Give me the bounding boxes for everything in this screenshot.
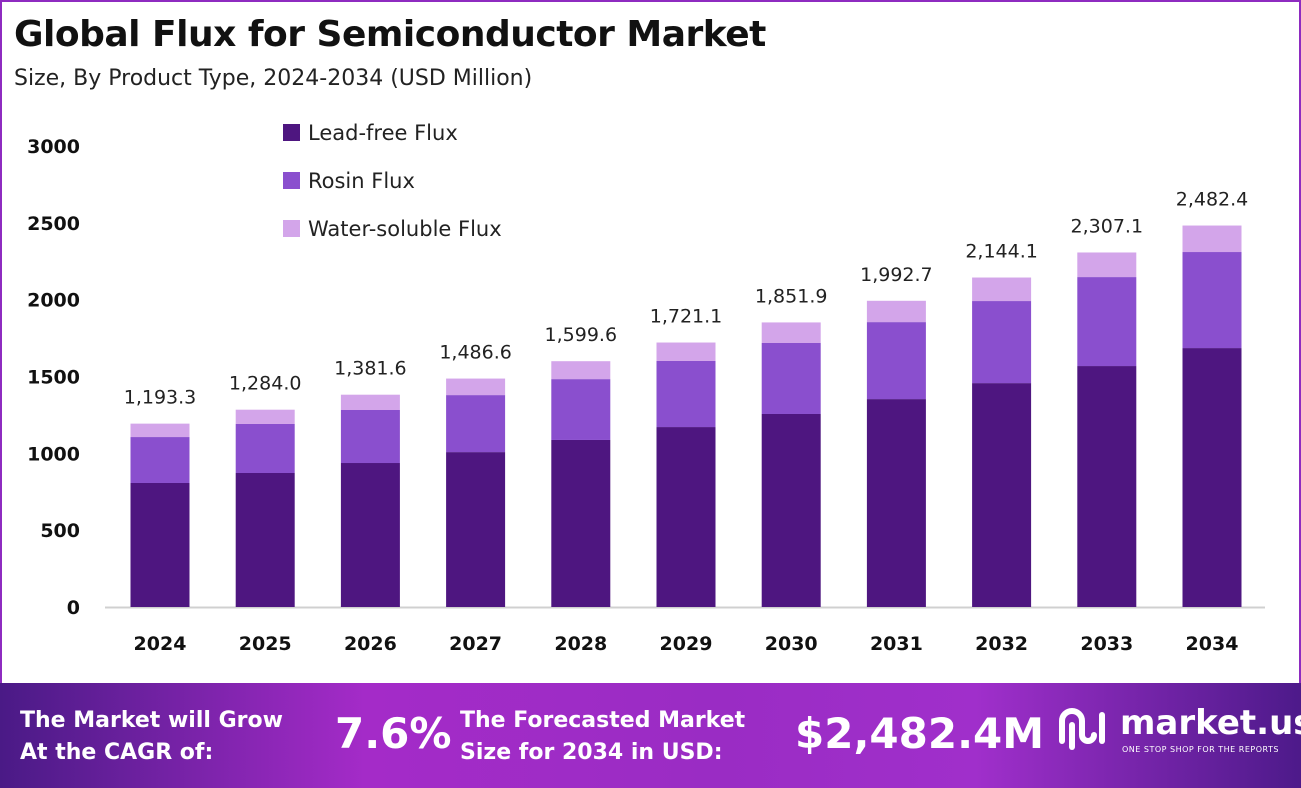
- brand-name: market.us: [1120, 703, 1301, 743]
- market-us-logo-icon: [1059, 708, 1105, 750]
- total-data-label: 1,992.7: [860, 264, 933, 286]
- bar-segment-rosin-flux: [972, 301, 1032, 384]
- total-data-label: 1,851.9: [755, 285, 828, 307]
- bar-segment-water-soluble-flux: [972, 277, 1032, 302]
- bar-segment-lead-free-flux: [866, 399, 926, 607]
- total-data-label: 1,193.3: [124, 387, 197, 409]
- footer-banner: The Market will Grow At the CAGR of: 7.6…: [0, 683, 1301, 788]
- total-data-label: 1,599.6: [545, 324, 618, 346]
- x-tick-label: 2026: [344, 633, 397, 655]
- total-data-label: 1,486.6: [439, 342, 512, 364]
- forecast-label: The Forecasted Market Size for 2034 in U…: [460, 705, 745, 769]
- bar-segment-rosin-flux: [130, 437, 190, 483]
- bar-segment-lead-free-flux: [130, 482, 190, 607]
- x-tick-label: 2024: [134, 633, 187, 655]
- x-tick-label: 2033: [1080, 633, 1133, 655]
- chart-subtitle: Size, By Product Type, 2024-2034 (USD Mi…: [14, 66, 533, 91]
- total-data-label: 1,721.1: [650, 306, 723, 328]
- bar-segment-lead-free-flux: [446, 452, 506, 607]
- x-tick-label: 2030: [765, 633, 818, 655]
- forecast-label-line1: The Forecasted Market: [460, 708, 746, 733]
- bar-segment-water-soluble-flux: [340, 394, 400, 410]
- x-tick-label: 2032: [975, 633, 1028, 655]
- chart-title: Global Flux for Semiconductor Market: [14, 14, 766, 55]
- bar-segment-rosin-flux: [1077, 277, 1137, 367]
- bar-segment-water-soluble-flux: [1077, 252, 1137, 278]
- legend-swatch: [283, 124, 300, 141]
- x-tick-label: 2025: [239, 633, 292, 655]
- bar-segment-rosin-flux: [446, 395, 506, 453]
- bar-segment-water-soluble-flux: [866, 300, 926, 323]
- forecast-value: $2,482.4M: [795, 709, 1045, 758]
- legend-label: Lead-free Flux: [308, 121, 458, 145]
- y-tick-label: 1500: [27, 367, 80, 389]
- total-data-label: 1,284.0: [229, 373, 302, 395]
- y-tick-label: 500: [40, 520, 80, 542]
- forecast-label-line2: Size for 2034 in USD:: [460, 740, 723, 765]
- bar-segment-lead-free-flux: [1182, 348, 1242, 607]
- brand-tagline: ONE STOP SHOP FOR THE REPORTS: [1122, 745, 1279, 754]
- y-tick-label: 2500: [27, 213, 80, 235]
- bar-segment-water-soluble-flux: [130, 423, 190, 438]
- cagr-label-line2: At the CAGR of:: [20, 740, 214, 765]
- y-tick-label: 0: [67, 597, 80, 619]
- total-data-label: 2,307.1: [1071, 215, 1144, 237]
- legend-label: Rosin Flux: [308, 169, 415, 193]
- x-tick-label: 2029: [660, 633, 713, 655]
- bar-segment-lead-free-flux: [551, 439, 611, 607]
- bar-segment-rosin-flux: [656, 360, 716, 428]
- total-data-label: 2,144.1: [965, 241, 1038, 263]
- bar-segment-lead-free-flux: [235, 473, 295, 607]
- total-data-label: 1,381.6: [334, 358, 407, 380]
- legend-label: Water-soluble Flux: [308, 217, 502, 241]
- x-tick-label: 2027: [449, 633, 502, 655]
- bar-segment-lead-free-flux: [1077, 366, 1137, 607]
- total-data-label: 2,482.4: [1176, 189, 1249, 211]
- bar-segment-water-soluble-flux: [656, 342, 716, 361]
- bar-segment-water-soluble-flux: [551, 361, 611, 380]
- bar-segment-rosin-flux: [340, 409, 400, 464]
- x-tick-label: 2031: [870, 633, 923, 655]
- x-tick-label: 2034: [1186, 633, 1239, 655]
- x-tick-label: 2028: [554, 633, 607, 655]
- bar-segment-rosin-flux: [761, 343, 821, 414]
- bar-segment-lead-free-flux: [761, 413, 821, 607]
- bar-segment-water-soluble-flux: [446, 378, 506, 396]
- cagr-label-line1: The Market will Grow: [20, 708, 283, 733]
- bar-segment-lead-free-flux: [656, 427, 716, 607]
- bar-segment-lead-free-flux: [340, 463, 400, 607]
- bar-segment-lead-free-flux: [972, 383, 1032, 607]
- y-tick-label: 3000: [27, 136, 80, 158]
- bar-segment-rosin-flux: [866, 322, 926, 400]
- bar-segment-rosin-flux: [1182, 252, 1242, 349]
- y-tick-label: 1000: [27, 443, 80, 465]
- legend-swatch: [283, 220, 300, 237]
- bar-segment-water-soluble-flux: [761, 322, 821, 344]
- cagr-label: The Market will Grow At the CAGR of:: [20, 705, 283, 769]
- bar-segment-rosin-flux: [235, 423, 295, 474]
- cagr-value: 7.6%: [335, 709, 452, 758]
- bar-segment-water-soluble-flux: [1182, 225, 1242, 253]
- stacked-bar-chart: 0 500 1000 1500 2000 2500 3000 1,193.3 2024 1,284…: [27, 121, 1265, 655]
- bar-segment-water-soluble-flux: [235, 409, 295, 424]
- legend-swatch: [283, 172, 300, 189]
- bar-segment-rosin-flux: [551, 379, 611, 440]
- y-tick-label: 2000: [27, 290, 80, 312]
